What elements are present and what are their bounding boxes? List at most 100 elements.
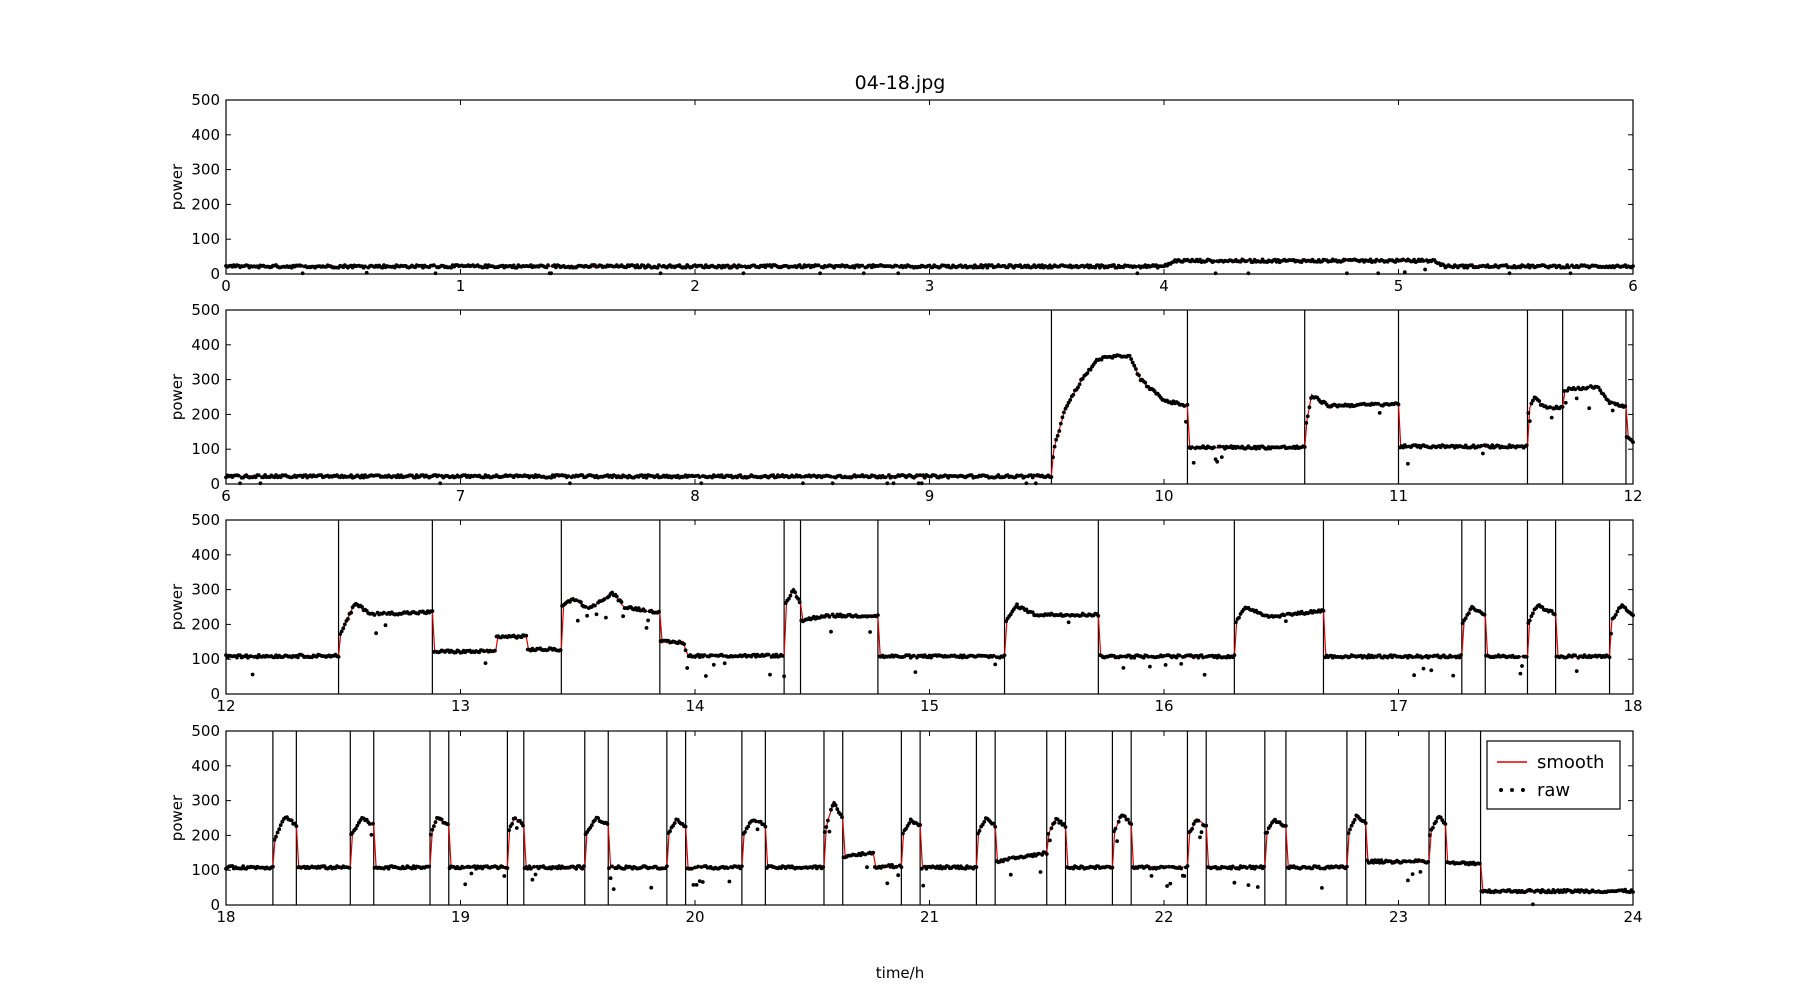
legend-raw-swatch <box>1510 788 1514 792</box>
x-tick-label: 15 <box>920 697 939 715</box>
y-tick-label: 400 <box>191 336 220 354</box>
raw-point <box>974 865 979 869</box>
raw-point <box>1255 885 1260 889</box>
x-tick-label: 21 <box>920 908 939 926</box>
raw-point <box>1282 613 1287 618</box>
x-tick-label: 16 <box>1154 697 1173 715</box>
raw-point <box>594 612 599 617</box>
y-tick-label: 500 <box>191 511 220 529</box>
raw-point <box>668 829 672 834</box>
raw-point <box>236 473 241 478</box>
raw-point <box>871 850 876 855</box>
raw-point <box>1127 353 1132 358</box>
x-tick-label: 2 <box>690 277 700 295</box>
x-tick-label: 19 <box>451 908 470 926</box>
raw-point <box>1409 859 1413 864</box>
y-tick-label: 400 <box>191 126 220 144</box>
raw-point <box>256 473 261 478</box>
raw-point <box>1431 825 1435 830</box>
raw-point <box>461 865 466 870</box>
y-tick-label: 0 <box>210 896 220 914</box>
raw-point <box>899 865 904 869</box>
x-tick-label: 6 <box>1628 277 1638 295</box>
raw-point <box>799 475 804 479</box>
raw-point <box>1004 619 1008 624</box>
raw-point <box>1232 653 1237 658</box>
raw-point <box>1574 396 1579 401</box>
raw-point <box>1481 451 1485 456</box>
y-tick-label: 400 <box>191 757 220 775</box>
raw-point <box>1065 612 1069 617</box>
raw-point <box>1585 385 1590 390</box>
raw-point <box>1537 399 1542 403</box>
raw-point <box>1606 398 1610 403</box>
raw-point <box>780 654 785 658</box>
raw-point <box>829 629 833 634</box>
raw-point <box>1048 838 1052 843</box>
raw-point <box>657 263 661 268</box>
raw-point <box>863 852 868 857</box>
raw-point <box>607 866 611 871</box>
y-tick-label: 400 <box>191 546 220 564</box>
raw-point <box>1212 259 1216 264</box>
raw-point <box>427 864 432 869</box>
x-tick-label: 22 <box>1154 908 1173 926</box>
raw-point <box>1529 401 1534 406</box>
raw-point <box>1548 405 1552 409</box>
raw-point <box>672 821 677 825</box>
raw-point <box>1376 271 1381 276</box>
raw-point <box>510 822 514 826</box>
raw-point <box>1563 400 1568 405</box>
x-tick-label: 12 <box>216 697 235 715</box>
raw-point <box>1033 481 1038 486</box>
y-tick-label: 500 <box>191 91 220 109</box>
raw-point <box>433 271 438 276</box>
raw-point <box>866 614 871 619</box>
raw-point <box>643 609 647 613</box>
raw-point <box>1123 814 1127 819</box>
raw-point <box>1623 404 1628 409</box>
raw-point <box>891 481 896 486</box>
raw-point <box>1421 259 1426 263</box>
panel-frame <box>225 309 1634 485</box>
raw-point <box>593 603 597 608</box>
raw-point <box>568 481 572 486</box>
y-tick-label: 200 <box>191 195 220 213</box>
raw-point <box>446 822 450 827</box>
raw-point <box>1204 823 1209 828</box>
raw-point <box>1182 404 1187 408</box>
raw-point <box>1060 415 1065 420</box>
raw-point <box>238 481 243 486</box>
raw-point <box>740 264 744 269</box>
raw-point <box>830 481 835 486</box>
raw-point <box>1406 461 1410 466</box>
raw-point <box>502 874 507 878</box>
raw-point <box>1463 616 1468 621</box>
raw-point <box>991 653 996 658</box>
raw-point <box>1552 612 1557 617</box>
raw-point <box>1402 270 1407 274</box>
x-tick-label: 7 <box>456 487 466 505</box>
raw-point <box>1110 865 1115 870</box>
legend-raw-swatch <box>1499 788 1503 792</box>
legend-box <box>1486 740 1621 810</box>
raw-point <box>1076 385 1080 390</box>
raw-point <box>1202 672 1207 677</box>
raw-point <box>346 617 350 621</box>
raw-point <box>1451 673 1456 678</box>
raw-point <box>766 652 771 657</box>
raw-point <box>336 655 341 659</box>
x-tick-label: 18 <box>216 908 235 926</box>
raw-point <box>1055 433 1060 438</box>
x-tick-label: 1 <box>456 277 466 295</box>
raw-point <box>1434 819 1438 824</box>
raw-point <box>894 864 899 869</box>
raw-point <box>1116 819 1121 824</box>
raw-point <box>1438 815 1443 820</box>
raw-point <box>1038 870 1043 874</box>
raw-point <box>890 474 894 479</box>
raw-point <box>694 883 699 887</box>
raw-point <box>647 865 652 870</box>
raw-point <box>371 821 375 826</box>
raw-point <box>363 264 367 269</box>
